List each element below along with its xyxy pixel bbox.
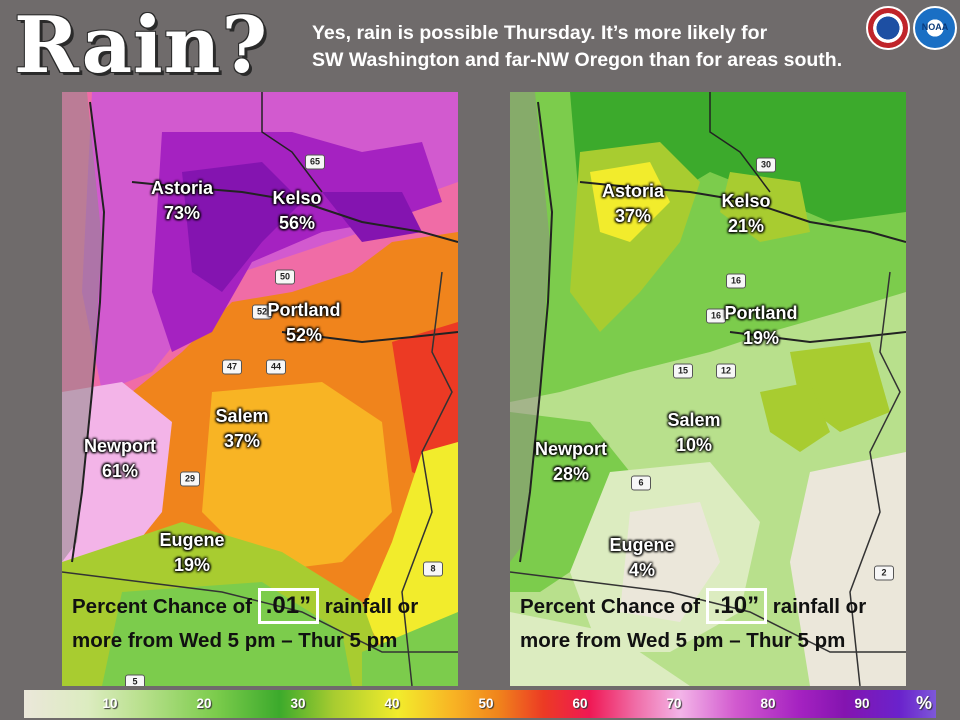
caption-line-2: more from Wed 5 pm – Thur 5 pm <box>520 629 846 652</box>
city-probability: 52% <box>285 325 323 345</box>
highway-shield: 6 <box>631 475 651 491</box>
subtitle-line-2: SW Washington and far-NW Oregon than for… <box>312 49 843 71</box>
noaa-logo-icon: NOAA <box>913 6 957 50</box>
highway-shield: 2 <box>874 565 894 581</box>
city-label-newport: Newport 28% <box>535 437 607 487</box>
city-label-portland: Portland 52% <box>267 298 340 348</box>
city-name: Newport <box>535 439 607 459</box>
page-title: Rain? <box>14 0 269 91</box>
city-name: Portland <box>724 303 798 323</box>
city-label-eugene: Eugene 4% <box>609 533 674 583</box>
highway-shield: 12 <box>716 363 736 379</box>
scale-tick: 10 <box>102 696 118 711</box>
scale-tick: 50 <box>478 696 494 711</box>
highway-shield: 47 <box>222 359 242 375</box>
scale-tick: 20 <box>196 696 212 711</box>
scale-unit: % <box>916 693 933 713</box>
scale-tick: 90 <box>854 696 870 711</box>
caption-prefix: Percent Chance of <box>72 595 258 618</box>
city-probability: 37% <box>614 206 652 226</box>
highway-shield: 44 <box>266 359 286 375</box>
highway-shield: 29 <box>180 471 200 487</box>
highway-shield: 52 <box>252 304 272 320</box>
city-probability: 37% <box>223 431 261 451</box>
map-caption: Percent Chance of .10” rainfall or more … <box>520 588 906 658</box>
city-name: Portland <box>267 300 341 320</box>
city-probability: 19% <box>742 328 780 348</box>
caption-suffix: rainfall or <box>319 595 419 618</box>
highway-shield: 5 <box>125 674 145 686</box>
highway-shield: 16 <box>706 308 726 324</box>
subtitle-line-1: Yes, rain is possible Thursday. It’s mor… <box>312 22 768 44</box>
noaa-logo-text: NOAA <box>921 22 949 32</box>
scale-tick: 70 <box>666 696 682 711</box>
city-probability: 19% <box>173 555 211 575</box>
caption-prefix: Percent Chance of <box>520 595 706 618</box>
highway-shield: 15 <box>673 363 693 379</box>
probability-color-scale: 10 20 30 40 50 60 70 80 90 % <box>24 690 936 718</box>
highway-shield: 16 <box>726 273 746 289</box>
city-label-eugene: Eugene 19% <box>159 528 224 578</box>
map-panel-10-inch: 30 16 16 15 12 6 2 Astoria 37% Kelso 21% P… <box>510 92 906 686</box>
city-name: Kelso <box>272 188 322 208</box>
city-name: Salem <box>215 406 269 426</box>
city-label-salem: Salem 10% <box>667 408 720 458</box>
city-label-astoria: Astoria 37% <box>602 179 664 229</box>
city-name: Eugene <box>159 530 225 550</box>
city-label-kelso: Kelso 21% <box>721 189 770 239</box>
scale-tick: 80 <box>760 696 776 711</box>
probability-field-right <box>510 92 906 686</box>
subtitle: Yes, rain is possible Thursday. It’s mor… <box>312 20 912 74</box>
city-name: Astoria <box>150 178 214 198</box>
threshold-box: .10” <box>705 588 768 624</box>
city-name: Eugene <box>609 535 675 555</box>
city-name: Newport <box>84 436 156 456</box>
highway-shield: 65 <box>305 154 325 170</box>
highway-shield: 50 <box>275 269 295 285</box>
scale-tick: 40 <box>384 696 400 711</box>
city-label-kelso: Kelso 56% <box>272 186 321 236</box>
threshold-box: .01” <box>257 588 320 624</box>
map-panel-01-inch: 65 50 52 47 44 29 8 5 Astoria 73% Kelso 56… <box>62 92 458 686</box>
city-probability: 61% <box>101 461 139 481</box>
city-label-portland: Portland 19% <box>724 301 797 351</box>
scale-tick: 30 <box>290 696 306 711</box>
city-label-newport: Newport 61% <box>84 434 156 484</box>
city-label-astoria: Astoria 73% <box>151 176 213 226</box>
city-probability: 10% <box>675 435 713 455</box>
city-name: Astoria <box>601 181 665 201</box>
city-name: Salem <box>667 410 721 430</box>
highway-shield: 30 <box>756 157 776 173</box>
probability-field-left <box>62 92 458 686</box>
city-probability: 4% <box>628 560 656 580</box>
city-probability: 73% <box>163 203 201 223</box>
city-probability: 56% <box>278 213 316 233</box>
caption-suffix: rainfall or <box>767 595 867 618</box>
city-name: Kelso <box>721 191 771 211</box>
caption-line-2: more from Wed 5 pm – Thur 5 pm <box>72 629 398 652</box>
city-probability: 28% <box>552 464 590 484</box>
highway-shield: 8 <box>423 561 443 577</box>
nws-logo-icon <box>866 6 910 50</box>
city-probability: 21% <box>727 216 765 236</box>
city-label-salem: Salem 37% <box>215 404 268 454</box>
scale-tick: 60 <box>572 696 588 711</box>
map-caption: Percent Chance of .01” rainfall or more … <box>72 588 458 658</box>
